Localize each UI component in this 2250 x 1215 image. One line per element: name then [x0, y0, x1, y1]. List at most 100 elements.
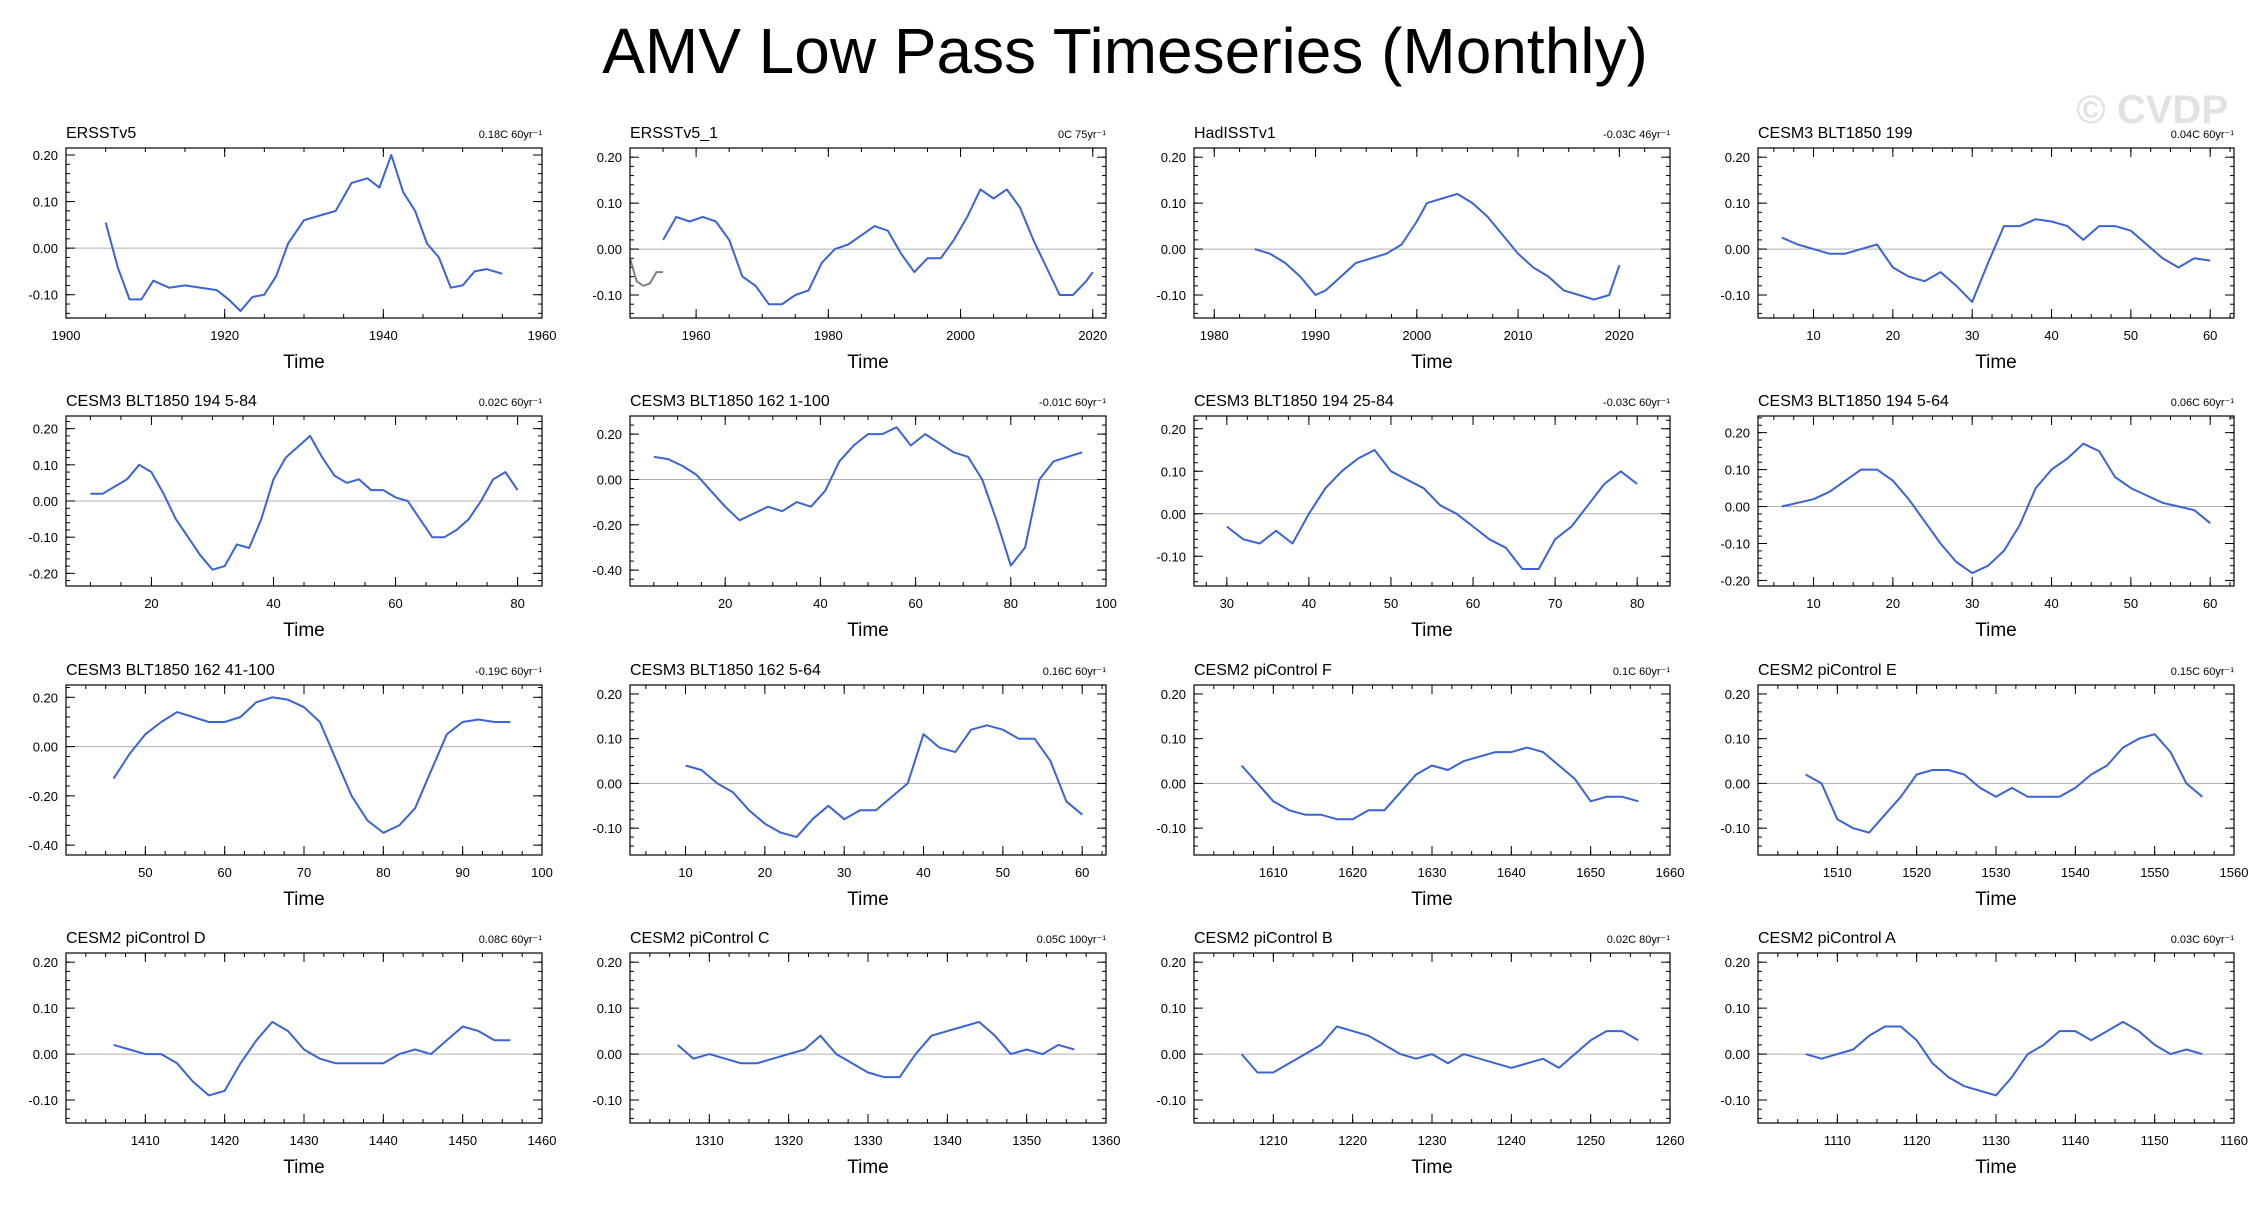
- y-tick-label: 0.20: [597, 955, 622, 970]
- chart-panel: CESM3 BLT1850 194 5-64 0.06C 60yr⁻¹ -0.20 -…: [1720, 393, 2235, 641]
- x-tick-label: 60: [1075, 865, 1089, 880]
- chart-panel: ERSSTv5_1 0C 75yr⁻¹ -0.10 0.00 0.10 0.20 1960 1…: [592, 125, 1107, 373]
- x-tick-label: 1260: [1656, 1133, 1685, 1148]
- x-tick-label: 50: [996, 865, 1010, 880]
- series-line: [104, 154, 503, 312]
- x-tick-label: 20: [144, 596, 158, 611]
- x-tick-label: 1540: [2061, 865, 2090, 880]
- x-axis-label: Time: [1411, 620, 1453, 641]
- x-tick-label: 70: [297, 865, 311, 880]
- panel-title: CESM2 piControl B: [1194, 930, 1333, 947]
- panel-title: ERSSTv5: [66, 125, 136, 142]
- panel-title: ERSSTv5_1: [630, 125, 718, 142]
- x-axis-label: Time: [283, 889, 325, 910]
- x-tick-label: 1560: [2220, 865, 2249, 880]
- x-tick-label: 1900: [52, 328, 81, 343]
- plot-frame: [1193, 684, 1671, 856]
- y-tick-label: 0.00: [33, 1047, 58, 1062]
- x-tick-label: 1240: [1497, 1133, 1526, 1148]
- x-tick-label: 80: [1630, 596, 1644, 611]
- y-tick-label: 0.00: [1161, 1047, 1186, 1062]
- y-tick-label: 0.10: [597, 732, 622, 747]
- x-tick-label: 30: [1220, 596, 1234, 611]
- chart-panel: CESM2 piControl A 0.03C 60yr⁻¹ -0.10 0.00 0.…: [1720, 930, 2248, 1178]
- series-line: [685, 724, 1083, 839]
- y-tick-label: 0.00: [1725, 776, 1750, 791]
- x-tick-label: 1160: [2220, 1133, 2248, 1148]
- x-tick-label: 1940: [369, 328, 398, 343]
- y-tick-label: -0.10: [1156, 549, 1186, 564]
- y-tick-label: 0.00: [597, 472, 622, 487]
- x-tick-label: 90: [455, 865, 469, 880]
- x-axis-label: Time: [1975, 352, 2017, 373]
- trend-label: 0.18C 60yr⁻¹: [479, 129, 543, 141]
- panel-title: CESM2 piControl D: [66, 930, 206, 947]
- series-line: [1254, 192, 1621, 301]
- y-tick-label: 0.20: [33, 690, 58, 705]
- x-tick-label: 30: [1965, 328, 1979, 343]
- series-line: [653, 426, 1083, 567]
- y-tick-label: 0.20: [597, 150, 622, 165]
- trend-label: -0.01C 60yr⁻¹: [1039, 397, 1106, 409]
- plot-frame: [65, 684, 543, 856]
- chart-panel: CESM3 BLT1850 162 1-100 -0.01C 60yr⁻¹ -0.4…: [592, 393, 1116, 641]
- y-tick-label: 0.00: [1161, 242, 1186, 257]
- x-axis-label: Time: [1411, 1157, 1453, 1178]
- series-line: [1781, 218, 2211, 303]
- x-tick-label: 1450: [448, 1133, 477, 1148]
- series-line: [676, 1020, 1075, 1079]
- y-tick-label: 0.10: [1161, 732, 1186, 747]
- x-axis-label: Time: [1975, 889, 2017, 910]
- x-tick-label: 1110: [1824, 1133, 1851, 1148]
- x-tick-label: 2020: [1078, 328, 1107, 343]
- y-tick-label: 0.00: [1161, 776, 1186, 791]
- x-tick-label: 1440: [369, 1133, 398, 1148]
- x-tick-label: 1990: [1301, 328, 1330, 343]
- x-tick-label: 2020: [1605, 328, 1634, 343]
- x-tick-label: 1250: [1576, 1133, 1605, 1148]
- panel-title: CESM2 piControl A: [1758, 930, 1896, 947]
- y-tick-label: 0.00: [1725, 500, 1750, 515]
- panel-title: CESM3 BLT1850 199: [1758, 125, 1913, 142]
- x-tick-label: 1420: [210, 1133, 239, 1148]
- panel-title: CESM3 BLT1850 194 5-84: [66, 393, 257, 410]
- x-tick-label: 1660: [1656, 865, 1685, 880]
- x-axis-label: Time: [1411, 889, 1453, 910]
- plot-frame: [1757, 952, 2235, 1124]
- y-tick-label: 0.10: [1161, 464, 1186, 479]
- y-tick-label: 0.20: [1161, 150, 1186, 165]
- x-tick-label: 20: [1886, 596, 1900, 611]
- trend-label: 0.1C 60yr⁻¹: [1613, 666, 1670, 678]
- panel-title: CESM2 piControl F: [1194, 662, 1332, 679]
- chart-panel: CESM3 BLT1850 194 25-84 -0.03C 60yr⁻¹ -0.1…: [1156, 393, 1671, 641]
- x-tick-label: 2010: [1504, 328, 1533, 343]
- cvdp-watermark: © CVDP: [2076, 88, 2228, 132]
- y-tick-label: 0.00: [1161, 507, 1186, 522]
- x-tick-label: 40: [2044, 596, 2058, 611]
- plot-frame: [65, 415, 543, 587]
- series-line: [1805, 733, 2203, 834]
- y-tick-label: 0.20: [1161, 687, 1186, 702]
- x-tick-label: 1320: [774, 1133, 803, 1148]
- trend-label: 0.04C 60yr⁻¹: [2171, 129, 2235, 141]
- y-tick-label: 0.00: [597, 776, 622, 791]
- x-axis-label: Time: [847, 889, 889, 910]
- y-tick-label: 0.00: [1725, 1047, 1750, 1062]
- y-tick-label: 0.10: [33, 1001, 58, 1016]
- x-axis-label: Time: [283, 620, 325, 641]
- series-line: [1805, 1020, 2203, 1097]
- x-tick-label: 10: [1806, 596, 1820, 611]
- y-tick-label: 0.20: [597, 687, 622, 702]
- y-tick-label: -0.10: [592, 288, 622, 303]
- trend-label: -0.03C 46yr⁻¹: [1603, 129, 1670, 141]
- panel-title: CESM3 BLT1850 194 25-84: [1194, 393, 1394, 410]
- x-axis-label: Time: [847, 352, 889, 373]
- x-tick-label: 1980: [814, 328, 843, 343]
- y-tick-label: 0.20: [1725, 955, 1750, 970]
- trend-label: 0C 75yr⁻¹: [1058, 129, 1106, 141]
- x-tick-label: 60: [388, 596, 402, 611]
- series-line: [113, 1020, 511, 1097]
- chart-panel: CESM3 BLT1850 199 0.04C 60yr⁻¹ -0.10 0.00 0.…: [1720, 125, 2235, 373]
- x-tick-label: 1510: [1823, 865, 1852, 880]
- x-tick-label: 1650: [1576, 865, 1605, 880]
